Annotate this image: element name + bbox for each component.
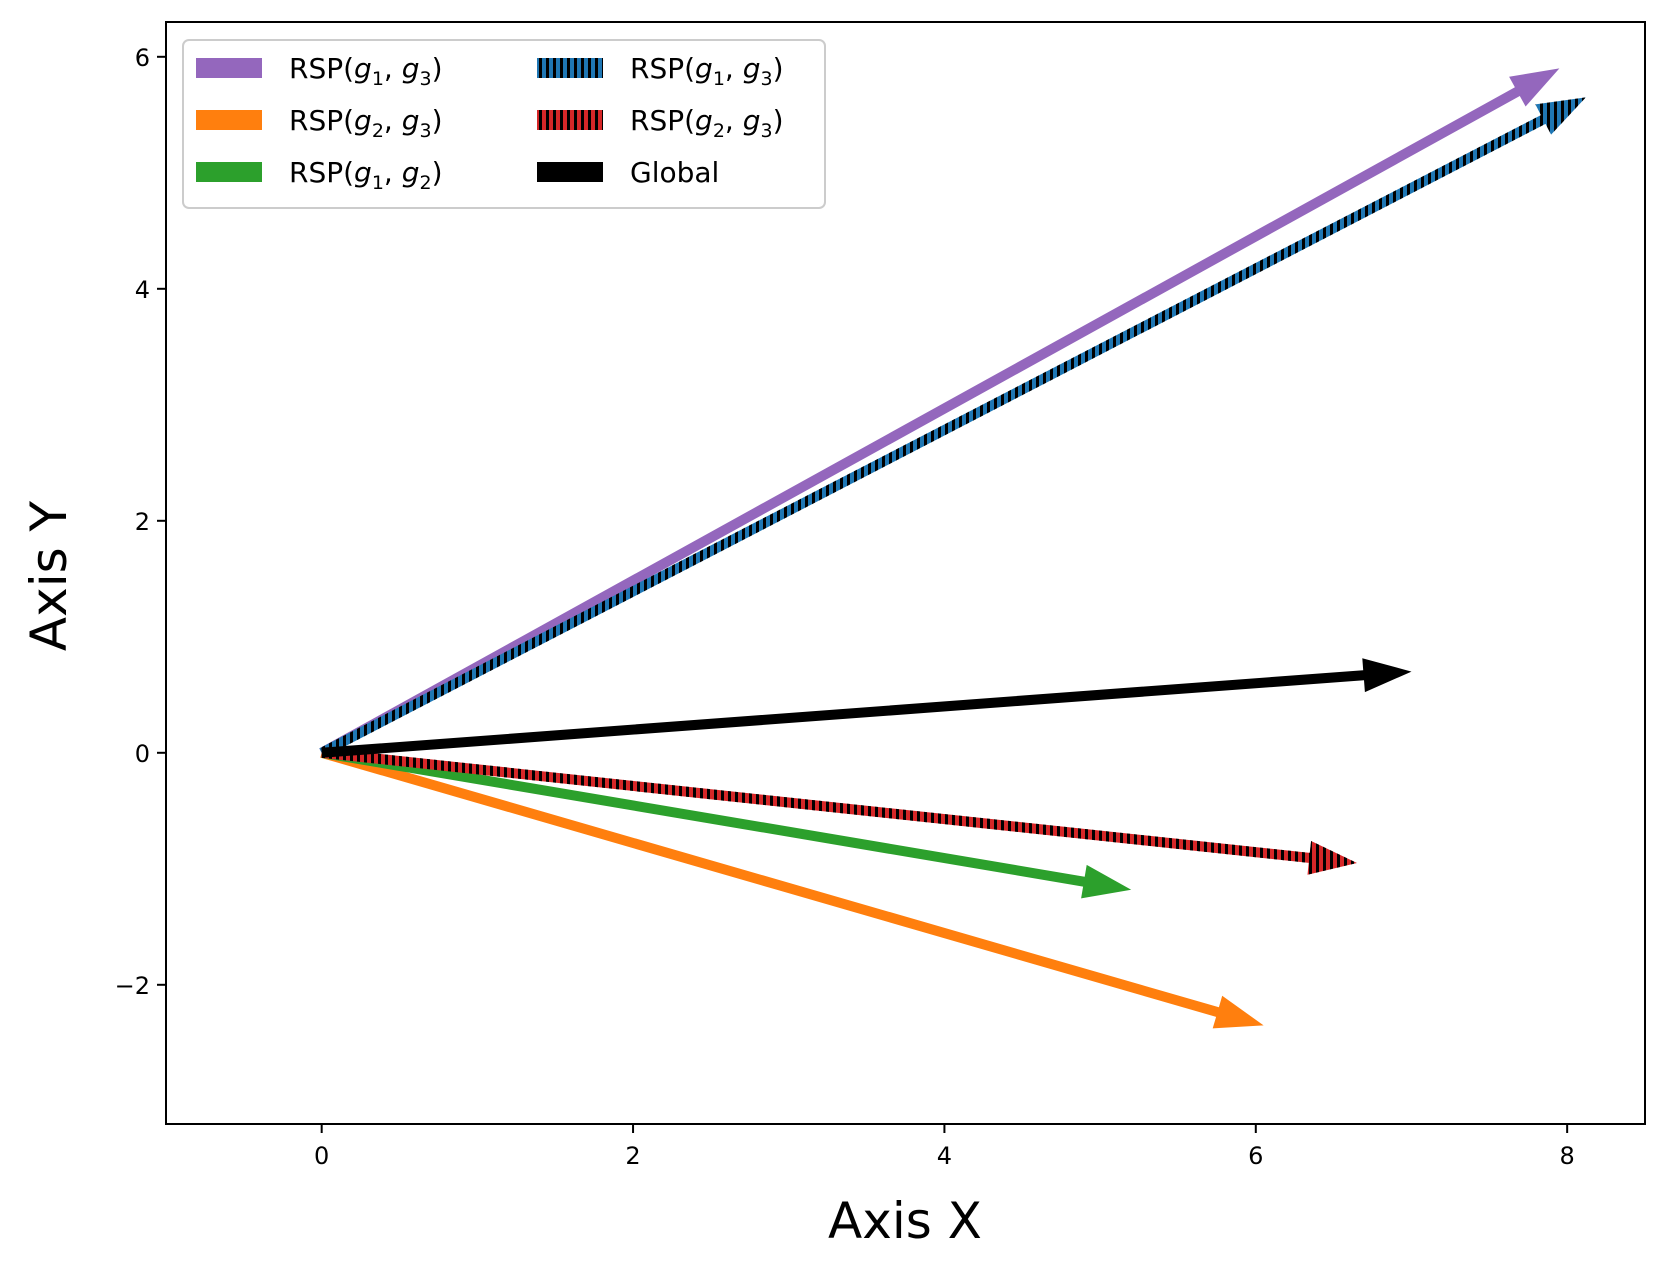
x-axis-label: Axis X — [828, 1192, 982, 1250]
arrows-layer — [319, 68, 1586, 1029]
y-tick-label: 4 — [135, 276, 150, 304]
y-tick-label: −2 — [115, 972, 150, 1000]
legend-label: Global — [630, 156, 719, 189]
legend-label: RSP(g2, g3) — [630, 104, 784, 142]
legend-label: RSP(g1, g2) — [289, 156, 443, 194]
arrow-4 — [319, 97, 1586, 758]
legend-item-1: RSP(g1, g3) — [196, 52, 443, 90]
x-tick-label: 2 — [625, 1142, 640, 1170]
y-axis: −2 0 2 4 6 — [115, 44, 166, 1000]
x-tick-label: 8 — [1560, 1142, 1575, 1170]
legend: RSP(g1, g3) RSP(g2, g3) RSP(g1, g2) RSP(g1,… — [182, 39, 826, 209]
arrow-4-hatch — [319, 97, 1586, 758]
y-tick-label: 2 — [135, 508, 150, 536]
arrow-3 — [320, 747, 1132, 899]
arrow-3-body — [320, 747, 1132, 899]
y-tick-label: 6 — [135, 44, 150, 72]
x-axis: 0 2 4 6 8 — [314, 1124, 1575, 1170]
plot-frame — [165, 21, 1646, 1125]
legend-swatch-hatch — [537, 58, 603, 78]
legend-swatch — [196, 58, 262, 78]
legend-label: RSP(g1, g3) — [289, 52, 443, 90]
arrow-2 — [320, 748, 1264, 1029]
arrow-6-body — [321, 658, 1412, 758]
legend-swatch — [196, 110, 262, 130]
legend-swatch-hatch — [537, 110, 603, 130]
arrow-5-hatch — [321, 747, 1358, 875]
arrow-6 — [321, 658, 1412, 758]
arrow-2-body — [320, 748, 1264, 1029]
legend-swatch — [537, 162, 603, 182]
legend-label: RSP(g1, g3) — [630, 52, 784, 90]
legend-item-6: Global — [537, 156, 719, 189]
y-tick-label: 0 — [135, 740, 150, 768]
legend-swatch — [196, 162, 262, 182]
y-axis-label: Axis Y — [20, 500, 78, 651]
x-tick-label: 4 — [937, 1142, 952, 1170]
legend-item-4: RSP(g1, g3) — [537, 52, 784, 90]
legend-item-2: RSP(g2, g3) — [196, 104, 443, 142]
x-tick-label: 0 — [314, 1142, 329, 1170]
arrow-5 — [321, 747, 1358, 875]
arrow-1-body — [319, 68, 1560, 758]
legend-item-3: RSP(g1, g2) — [196, 156, 443, 194]
arrow-1 — [319, 68, 1560, 758]
legend-frame — [182, 39, 826, 209]
x-tick-label: 6 — [1248, 1142, 1263, 1170]
legend-label: RSP(g2, g3) — [289, 104, 443, 142]
legend-item-5: RSP(g2, g3) — [537, 104, 784, 142]
